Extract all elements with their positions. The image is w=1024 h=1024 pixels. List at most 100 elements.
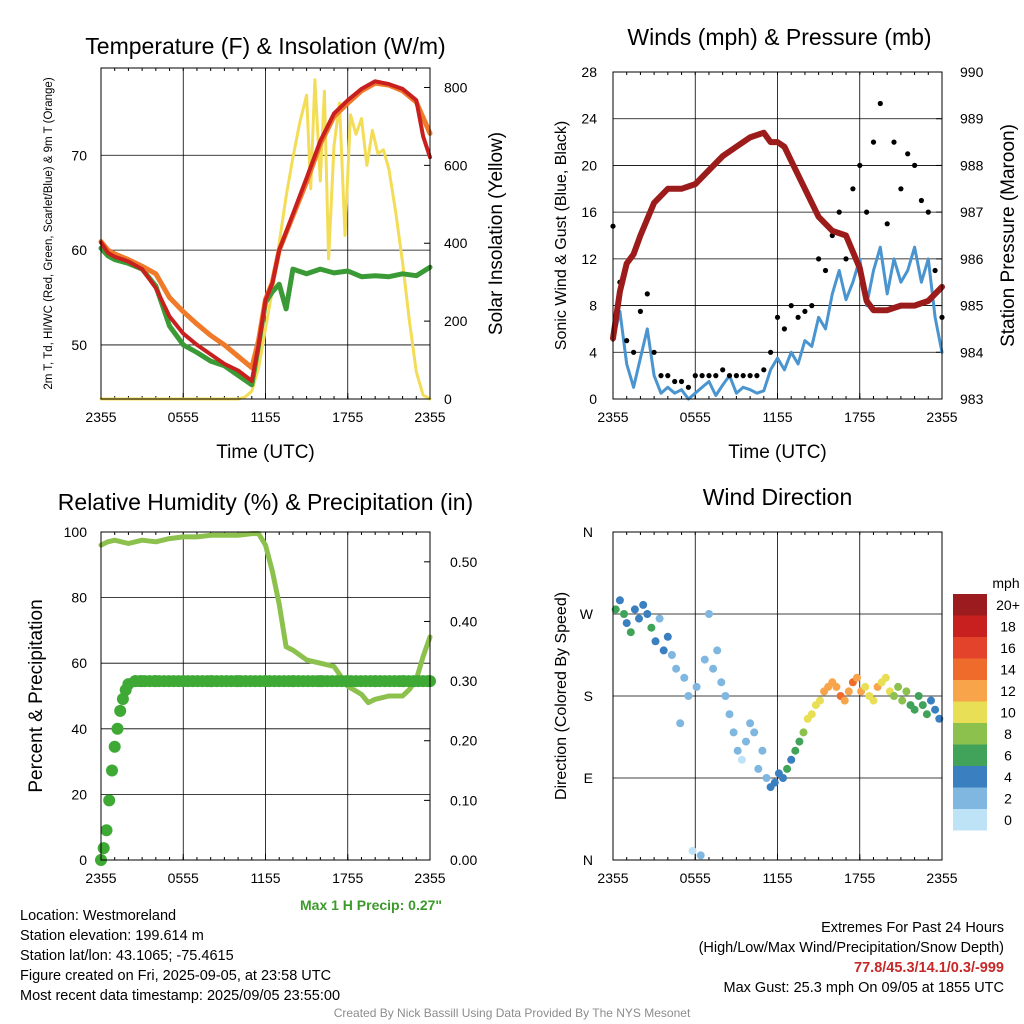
direction-point: [680, 673, 689, 682]
precip-point: [97, 842, 110, 855]
gust-point: [850, 186, 856, 192]
legend-label: 6: [1004, 748, 1012, 764]
gust-point: [864, 209, 870, 215]
gust-point: [809, 303, 815, 309]
direction-point: [762, 774, 771, 782]
wdir-ytick-label: E: [584, 770, 593, 786]
wind-ytick-label: 28: [581, 64, 597, 80]
legend-swatch: [953, 594, 987, 616]
direction-point: [770, 778, 779, 787]
precip-point: [103, 794, 116, 807]
legend-label: 4: [1004, 769, 1012, 785]
extremes-panel: Extremes For Past 24 Hours (High/Low/Max…: [699, 918, 1004, 998]
direction-point: [626, 628, 635, 637]
sonic-wind-line: [611, 245, 944, 401]
rh-ytick-label: 20: [71, 786, 87, 802]
precip-point: [100, 824, 113, 837]
station-info: Location: Westmoreland Station elevation…: [20, 906, 340, 1006]
direction-point: [869, 696, 878, 705]
recent-timestamp: Most recent data timestamp: 2025/09/05 2…: [20, 988, 341, 1004]
wind-ytick-label: 8: [589, 298, 597, 314]
winds-panel: 2355 0555 1155 1755 235504812162024289839849…: [553, 24, 1019, 463]
legend-label: 16: [1000, 640, 1016, 656]
station-elevation: Station elevation: 199.614 m: [20, 928, 204, 944]
wdir-ylabel: Direction (Colored By Speed): [553, 592, 570, 800]
direction-point: [894, 682, 903, 691]
legend-swatch: [953, 744, 987, 766]
precip-point: [108, 740, 121, 753]
wind-xlabel: Time (UTC): [728, 442, 827, 463]
direction-point: [799, 728, 808, 737]
direction-point: [622, 619, 631, 628]
direction-point: [890, 692, 898, 700]
rh-ylabel: Percent & Precipitation: [26, 599, 47, 792]
rh-xtick-label: 2355: [414, 870, 445, 886]
direction-point: [733, 746, 742, 755]
gust-point: [658, 373, 664, 379]
gust-point: [672, 378, 678, 385]
wind-ylabel: Sonic Wind & Gust (Blue, Black): [553, 121, 570, 350]
temp-xtick-label: 1755: [332, 409, 363, 425]
wdir-xtick-label: 2355: [597, 870, 628, 886]
direction-point: [758, 746, 767, 755]
direction-point: [881, 673, 890, 682]
direction-point: [750, 728, 759, 737]
legend-swatch: [953, 766, 987, 788]
precip-point: [421, 675, 434, 688]
direction-point: [931, 705, 940, 714]
temp-xlabel: Time (UTC): [216, 442, 315, 463]
gust-point: [836, 209, 842, 215]
temperature-panel: 2355 0555 1155 1755 2355 50 60 70 0 200 400 600 800 T…: [43, 33, 507, 463]
legend-label: 0: [1004, 812, 1012, 828]
gust-point: [774, 314, 781, 320]
extremes-header: Extremes For Past 24 Hours: [821, 920, 1004, 936]
wdir-title: Wind Direction: [703, 484, 853, 510]
direction-point: [791, 746, 800, 755]
legend-label: 10: [1000, 705, 1016, 721]
direction-point: [898, 696, 907, 705]
direction-point: [615, 596, 624, 605]
station-latlon: Station lat/lon: 43.1065; -75.4615: [20, 948, 234, 964]
direction-point: [918, 701, 927, 710]
legend-swatch: [953, 658, 987, 680]
gust-point: [685, 384, 692, 390]
direction-point: [746, 719, 755, 728]
direction-point: [783, 764, 792, 773]
extremes-subheader: (High/Low/Max Wind/Precipitation/Snow De…: [698, 940, 1004, 956]
gust-point: [692, 373, 698, 379]
gust-point: [898, 186, 904, 192]
rh-panel: 2355 0555 1155 1755 2355 0 20 40 60 80 100 0.00 0.10…: [26, 489, 477, 886]
direction-point: [742, 737, 750, 746]
direction-point: [663, 632, 672, 641]
legend-swatch: [953, 701, 987, 723]
direction-point: [709, 664, 718, 673]
wind-frame: [612, 71, 943, 400]
direction-point: [737, 755, 746, 764]
gust-point: [726, 373, 733, 379]
wind-ytick-label: 4: [589, 344, 597, 360]
wind-ytick-label: 24: [581, 111, 597, 127]
direction-point: [807, 710, 816, 719]
rh-y2tick-label: 0.10: [450, 792, 477, 808]
wdir-ytick-label: S: [584, 688, 593, 704]
temp-y2tick-label: 800: [444, 79, 468, 95]
rh-ytick-label: 0: [79, 852, 87, 868]
gust-point: [699, 373, 705, 379]
direction-point: [754, 764, 763, 773]
wind-title: Winds (mph) & Pressure (mb): [627, 24, 931, 50]
direction-point: [705, 610, 713, 618]
speed-legend: mph 20+ 18 16 14 12 10 8 6 4 2 0: [953, 575, 1020, 831]
direction-point: [635, 614, 643, 623]
rh-ytick-label: 80: [71, 590, 87, 606]
gust-point: [822, 267, 829, 274]
direction-point: [672, 664, 681, 673]
wind-xtick-label: 2355: [926, 409, 957, 425]
gust-point: [788, 303, 794, 309]
direction-point: [779, 774, 787, 782]
temp-ytick-label: 70: [71, 147, 87, 163]
rh-line: [98, 531, 433, 706]
temp-ylabel: 2m T, Td, HI/WC (Red, Green, Scarlet/Blu…: [43, 77, 55, 389]
temp-y2tick-label: 600: [444, 157, 468, 173]
rh-title: Relative Humidity (%) & Precipitation (i…: [58, 489, 473, 515]
